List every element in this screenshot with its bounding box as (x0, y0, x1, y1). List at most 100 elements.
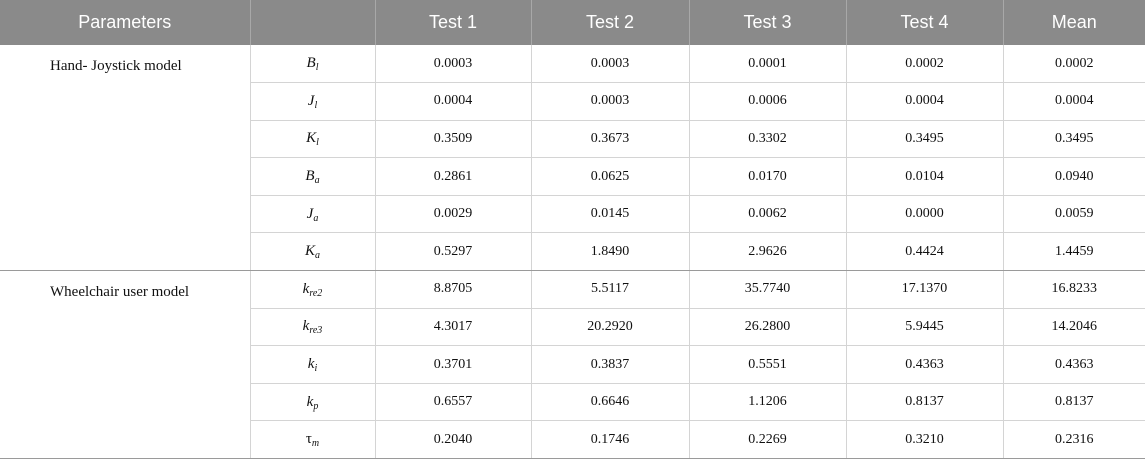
test-value-cell: 0.6646 (531, 383, 690, 422)
test-value-cell: 0.3837 (531, 345, 690, 384)
test-value-cell: 0.0625 (531, 157, 690, 196)
symbol-subscript: re3 (309, 325, 323, 337)
symbol-subscript: m (311, 438, 320, 450)
symbol-main: k (302, 280, 310, 297)
header-test-4: Test 4 (846, 0, 1004, 45)
parameter-symbol: Jl (250, 82, 376, 121)
mean-value-cell: 0.0004 (1003, 82, 1145, 121)
table-body: Hand- Joystick model Bl 0.0003 0.0003 0.0001… (0, 45, 1145, 459)
parameter-symbol: Ka (250, 232, 376, 272)
mean-value-cell: 1.4459 (1003, 232, 1145, 272)
test-value-cell: 0.0170 (689, 157, 847, 196)
table-row: Wheelchair user model kre2 8.8705 5.5117 35.… (0, 270, 1145, 459)
symbol-subscript: l (315, 62, 319, 74)
mean-value-cell: 0.4363 (1003, 345, 1145, 384)
table-row: Jl 0.0004 0.0003 0.0006 0.0004 0.0004 (0, 82, 1145, 121)
group-label: Wheelchair user model (0, 270, 251, 459)
parameter-symbol: Kl (250, 120, 376, 159)
symbol-main: K (306, 130, 317, 147)
symbol-subscript: a (313, 212, 319, 224)
test-value-cell: 0.3302 (689, 120, 847, 159)
parameter-symbol: Ba (250, 157, 376, 196)
table-row: Ka 0.5297 1.8490 2.9626 0.4424 1.4459 (0, 232, 1145, 272)
test-value-cell: 5.9445 (846, 308, 1004, 347)
test-value-cell: 0.0006 (689, 82, 847, 121)
table-row: τm 0.2040 0.1746 0.2269 0.3210 0.2316 (0, 420, 1145, 459)
parameter-symbol: kre3 (250, 308, 376, 347)
test-value-cell: 0.4363 (846, 345, 1004, 384)
symbol-subscript: a (314, 175, 320, 187)
mean-value-cell: 0.8137 (1003, 383, 1145, 422)
test-value-cell: 0.0000 (846, 195, 1004, 234)
parameter-symbol: kre2 (250, 270, 376, 309)
test-value-cell: 0.0004 (846, 82, 1004, 121)
parameter-symbol: τm (250, 420, 376, 459)
test-value-cell: 0.2269 (689, 420, 847, 459)
test-value-cell: 0.8137 (846, 383, 1004, 422)
test-value-cell: 4.3017 (375, 308, 532, 347)
symbol-subscript: l (316, 137, 319, 149)
test-value-cell: 0.0062 (689, 195, 847, 234)
symbol-subscript: re2 (309, 287, 323, 299)
test-value-cell: 0.4424 (846, 232, 1004, 272)
table-row: Hand- Joystick model Bl 0.0003 0.0003 0.0001… (0, 45, 1145, 272)
test-value-cell: 0.3509 (375, 120, 532, 159)
test-value-cell: 0.0004 (375, 82, 532, 121)
mean-value-cell: 0.0940 (1003, 157, 1145, 196)
symbol-subscript: a (315, 250, 320, 262)
test-value-cell: 0.2861 (375, 157, 532, 196)
test-value-cell: 0.0104 (846, 157, 1004, 196)
test-value-cell: 1.1206 (689, 383, 847, 422)
symbol-main: k (302, 318, 310, 335)
header-row: Parameters Test 1 Test 2 Test 3 Test 4 M… (0, 0, 1145, 45)
symbol-subscript: l (314, 99, 318, 111)
test-value-cell: 0.0029 (375, 195, 532, 234)
test-value-cell: 8.8705 (375, 270, 532, 309)
mean-value-cell: 0.0002 (1003, 45, 1145, 84)
group-label: Hand- Joystick model (0, 45, 251, 272)
test-value-cell: 0.0001 (689, 45, 847, 84)
parameter-symbol: ki (250, 345, 376, 384)
table-row: kre3 4.3017 20.2920 26.2800 5.9445 14.2046 (0, 308, 1145, 347)
symbol-main: k (307, 356, 315, 373)
test-value-cell: 0.3495 (846, 120, 1004, 159)
parameter-symbol: Ja (250, 195, 376, 234)
symbol-main: J (307, 92, 315, 109)
test-value-cell: 0.0003 (531, 82, 690, 121)
parameter-symbol: Bl (250, 45, 376, 84)
table-row: kp 0.6557 0.6646 1.1206 0.8137 0.8137 (0, 383, 1145, 422)
test-value-cell: 0.3673 (531, 120, 690, 159)
header-test-2: Test 2 (531, 0, 690, 45)
test-value-cell: 0.3701 (375, 345, 532, 384)
symbol-main: B (305, 168, 315, 185)
symbol-main: J (306, 205, 314, 222)
test-value-cell: 5.5117 (531, 270, 690, 309)
header-symbol (250, 0, 376, 45)
test-value-cell: 0.2040 (375, 420, 532, 459)
mean-value-cell: 16.8233 (1003, 270, 1145, 309)
test-value-cell: 0.1746 (531, 420, 690, 459)
table-row: Ja 0.0029 0.0145 0.0062 0.0000 0.0059 (0, 195, 1145, 234)
test-value-cell: 0.0003 (531, 45, 690, 84)
test-value-cell: 26.2800 (689, 308, 847, 347)
parameter-symbol: kp (250, 383, 376, 422)
test-value-cell: 17.1370 (846, 270, 1004, 309)
test-value-cell: 0.6557 (375, 383, 532, 422)
symbol-main: τ (305, 431, 312, 448)
symbol-main: K (304, 243, 315, 260)
test-value-cell: 1.8490 (531, 232, 690, 272)
test-value-cell: 0.5551 (689, 345, 847, 384)
mean-value-cell: 0.0059 (1003, 195, 1145, 234)
mean-value-cell: 0.3495 (1003, 120, 1145, 159)
symbol-subscript: i (314, 363, 318, 375)
table-row: Ba 0.2861 0.0625 0.0170 0.0104 0.0940 (0, 157, 1145, 196)
test-value-cell: 0.3210 (846, 420, 1004, 459)
test-value-cell: 0.0003 (375, 45, 532, 84)
mean-value-cell: 0.2316 (1003, 420, 1145, 459)
test-value-cell: 2.9626 (689, 232, 847, 272)
header-parameters: Parameters (0, 0, 251, 45)
test-value-cell: 20.2920 (531, 308, 690, 347)
test-value-cell: 0.5297 (375, 232, 532, 272)
